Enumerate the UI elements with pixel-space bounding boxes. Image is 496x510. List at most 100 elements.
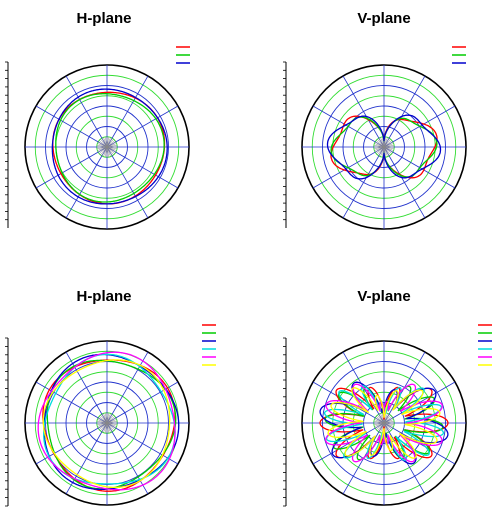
center-ray bbox=[380, 137, 385, 148]
center-ray bbox=[106, 413, 109, 424]
series-blue-curve bbox=[326, 114, 442, 180]
center-ray bbox=[97, 145, 108, 148]
center-ray bbox=[100, 146, 108, 155]
center-ray bbox=[106, 143, 117, 148]
grid-spoke bbox=[65, 146, 108, 219]
center-ray bbox=[101, 422, 108, 432]
center-ray bbox=[106, 146, 117, 151]
center-ray bbox=[383, 414, 390, 424]
center-ray bbox=[375, 146, 385, 153]
center-ray bbox=[106, 138, 113, 148]
center-ray bbox=[374, 421, 385, 424]
grid-spoke bbox=[35, 381, 108, 424]
center-ray bbox=[106, 422, 115, 430]
series-green-curve bbox=[55, 93, 165, 203]
center-ray bbox=[106, 422, 117, 427]
center-ray bbox=[106, 413, 111, 424]
center-ray bbox=[383, 415, 391, 424]
center-ray bbox=[106, 141, 116, 148]
center-ray bbox=[374, 143, 385, 148]
center-ray bbox=[106, 422, 117, 425]
center-ray bbox=[383, 422, 394, 425]
grid-spoke bbox=[106, 146, 179, 189]
center-ray bbox=[97, 422, 108, 425]
center-ray bbox=[374, 419, 385, 424]
center-ray bbox=[99, 146, 108, 154]
grid-spoke bbox=[106, 75, 149, 148]
center-ray bbox=[100, 415, 108, 424]
grid-spoke bbox=[342, 75, 385, 148]
center-ray bbox=[383, 422, 394, 427]
center-ray bbox=[99, 416, 108, 424]
grid-spoke bbox=[383, 75, 426, 148]
center-ray bbox=[383, 137, 386, 148]
center-ray bbox=[376, 416, 385, 424]
grid-spoke bbox=[106, 146, 149, 219]
center-ray bbox=[382, 146, 385, 157]
center-ray bbox=[383, 138, 390, 148]
center-ray bbox=[383, 146, 393, 153]
center-ray bbox=[106, 422, 113, 432]
center-ray bbox=[378, 146, 385, 156]
center-ray bbox=[380, 146, 385, 157]
center-ray bbox=[377, 139, 385, 148]
center-ray bbox=[383, 413, 386, 424]
center-ray bbox=[97, 419, 108, 424]
center-ray bbox=[383, 416, 392, 424]
center-ray bbox=[383, 422, 393, 429]
center-ray bbox=[100, 422, 108, 431]
center-ray bbox=[378, 414, 385, 424]
center-ray bbox=[383, 146, 392, 154]
grid-spoke bbox=[35, 422, 108, 465]
center-ray bbox=[106, 422, 109, 433]
center-ray bbox=[383, 146, 394, 151]
center-ray bbox=[101, 138, 108, 148]
grid-spoke bbox=[342, 146, 385, 219]
polar-plots bbox=[5, 46, 492, 507]
center-ray bbox=[106, 140, 115, 148]
center-ray bbox=[97, 146, 108, 149]
center-ray bbox=[383, 140, 392, 148]
center-ray bbox=[106, 146, 109, 157]
grid-spoke bbox=[106, 105, 179, 148]
center-ray bbox=[98, 417, 108, 424]
center-ray bbox=[383, 143, 394, 148]
center-ray bbox=[383, 146, 388, 157]
center-ray bbox=[106, 146, 111, 157]
center-ray bbox=[383, 146, 394, 149]
center-ray bbox=[383, 422, 390, 432]
center-ray bbox=[98, 141, 108, 148]
center-ray bbox=[98, 146, 108, 153]
chart-title-top-left: H-plane bbox=[76, 10, 131, 27]
center-ray bbox=[377, 415, 385, 424]
center-ray bbox=[383, 419, 394, 424]
center-ray bbox=[106, 422, 114, 431]
grid-spoke bbox=[106, 422, 179, 465]
center-ray bbox=[375, 141, 385, 148]
center-ray bbox=[383, 413, 388, 424]
center-ray bbox=[382, 413, 385, 424]
center-ray bbox=[105, 137, 108, 148]
series-green-curve bbox=[330, 116, 438, 178]
center-ray bbox=[383, 422, 386, 433]
center-ray bbox=[106, 146, 113, 156]
center-ray bbox=[374, 145, 385, 148]
center-ray bbox=[376, 422, 385, 430]
center-ray bbox=[106, 137, 111, 148]
center-ray bbox=[374, 146, 385, 151]
grid-spoke bbox=[106, 351, 149, 424]
series-magenta-curve bbox=[37, 351, 176, 491]
center-ray bbox=[383, 417, 393, 424]
center-ray bbox=[105, 146, 108, 157]
center-ray bbox=[97, 421, 108, 424]
center-ray bbox=[101, 146, 108, 156]
center-ray bbox=[383, 139, 391, 148]
center-ray bbox=[383, 146, 386, 157]
series-cyan-curve bbox=[43, 353, 176, 485]
center-ray bbox=[106, 137, 109, 148]
center-ray bbox=[106, 145, 117, 148]
series-blue-curve bbox=[51, 88, 168, 205]
center-ray bbox=[106, 146, 117, 149]
center-ray bbox=[383, 145, 394, 148]
center-ray bbox=[376, 146, 385, 154]
